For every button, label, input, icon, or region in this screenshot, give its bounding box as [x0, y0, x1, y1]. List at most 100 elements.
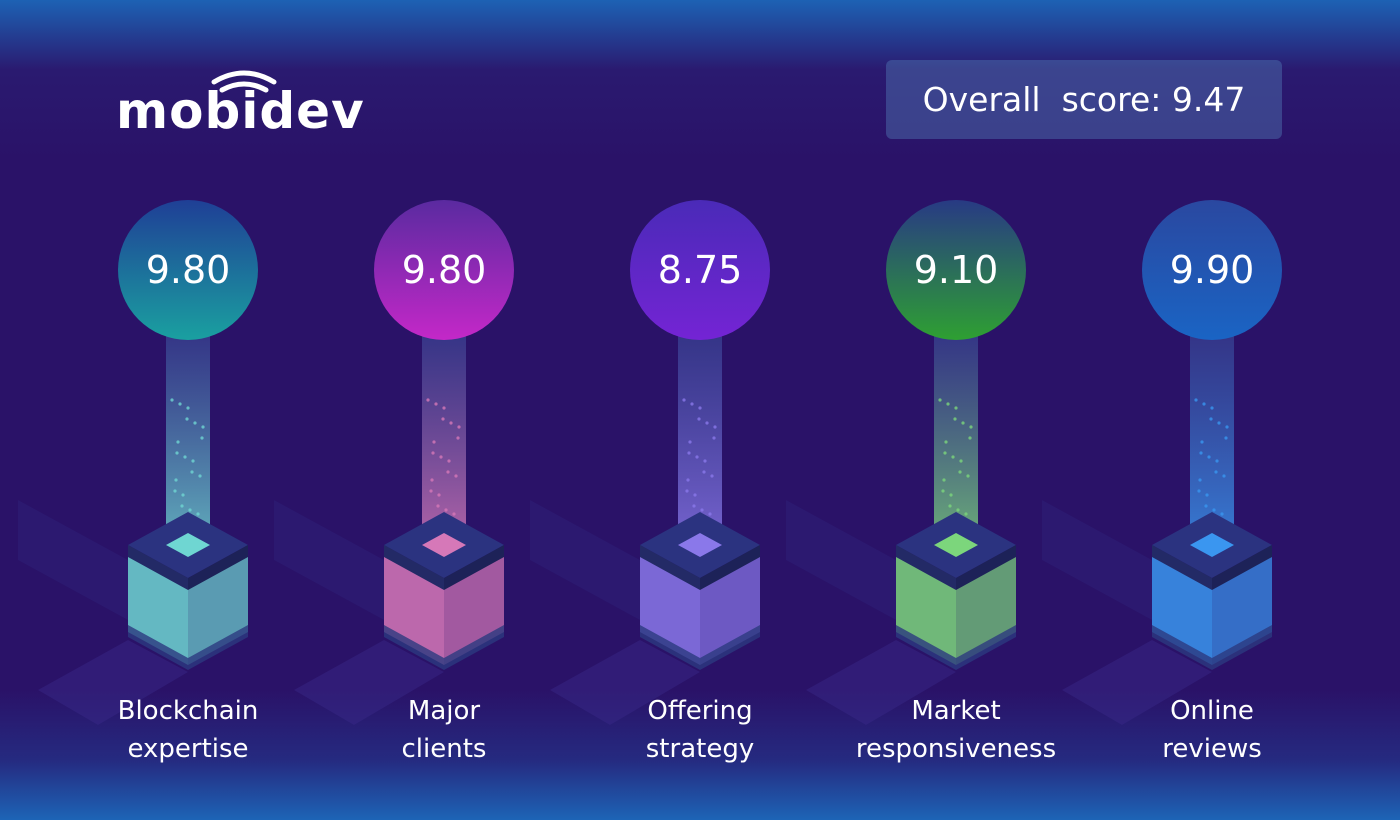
beam-particle [175, 451, 179, 455]
beam-particle [190, 470, 194, 474]
beam-particle [695, 455, 699, 459]
beam-particle [178, 402, 182, 406]
beam-particle [1194, 398, 1198, 402]
beam-particle [1199, 451, 1203, 455]
beam-particle [941, 489, 945, 493]
beam-particle [688, 440, 692, 444]
beam-particle [198, 474, 202, 478]
beam-particle [693, 493, 697, 497]
beam-particle [964, 512, 968, 516]
beam-particle [1224, 436, 1228, 440]
beam-particle [432, 440, 436, 444]
overall-score-badge: Overall score: 9.47 [886, 60, 1282, 139]
beam-particle [968, 436, 972, 440]
beam-particle [686, 478, 690, 482]
beam-particle [191, 459, 195, 463]
beam-particle [457, 425, 461, 429]
beam-particle [690, 402, 694, 406]
beam-particle [1204, 504, 1208, 508]
beam-particle [938, 398, 942, 402]
beam-particle [682, 398, 686, 402]
beam-particle [708, 512, 712, 516]
beam-particle [1210, 406, 1214, 410]
beam-particle [193, 421, 197, 425]
score-column [274, 200, 514, 725]
score-value: 9.80 [145, 248, 231, 292]
beam-particle [713, 425, 717, 429]
beam-particle [943, 451, 947, 455]
beam-particle [188, 508, 192, 512]
beam-particle [710, 474, 714, 478]
beam-particle [452, 512, 456, 516]
cube-shadow [530, 500, 640, 620]
beam-particle [956, 508, 960, 512]
category-label-line1: Offering [647, 696, 753, 726]
beam-particle [201, 425, 205, 429]
beam-particle [430, 478, 434, 482]
cube-shadow [806, 640, 956, 725]
beam-particle [447, 459, 451, 463]
beam-particle [1200, 440, 1204, 444]
score-column [1042, 200, 1282, 725]
score-circle [118, 200, 258, 340]
score-circle [886, 200, 1026, 340]
beam-particle [1225, 425, 1229, 429]
beam-particle [954, 406, 958, 410]
score-column [18, 200, 258, 725]
cube-lid-right [1212, 545, 1272, 590]
beam-particle [959, 459, 963, 463]
beam-particle [449, 421, 453, 425]
beam-particle [1217, 421, 1221, 425]
mobidev-logo: mobidev [116, 70, 365, 136]
category-label-line1: Blockchain [117, 696, 259, 726]
beam-particle [698, 406, 702, 410]
beam-particle [426, 398, 430, 402]
cube-base [384, 625, 504, 670]
beam-particle [692, 504, 696, 508]
beam-particle [700, 508, 704, 512]
cube-slot [166, 533, 210, 557]
score-value: 9.90 [1169, 248, 1255, 292]
cube-lid-left [128, 545, 188, 590]
beam-particle [429, 489, 433, 493]
category-label: Blockchain expertise [58, 692, 318, 768]
cube-slot [422, 533, 466, 557]
beam-particle [702, 470, 706, 474]
beam-particle [946, 402, 950, 406]
category-label-line1: Market [911, 696, 1001, 726]
beam-particle [454, 474, 458, 478]
cube-lid-right [700, 545, 760, 590]
score-value: 8.75 [657, 248, 743, 292]
beam-particle [712, 436, 716, 440]
beam-particle [437, 493, 441, 497]
beam-particle [961, 421, 965, 425]
score-column [530, 200, 770, 725]
svg-text:mobidev: mobidev [116, 82, 365, 136]
cube-lid-left [896, 545, 956, 590]
beam-particle [958, 470, 962, 474]
beam-particle [442, 406, 446, 410]
beam-particle [1220, 512, 1224, 516]
cube-lid-right [444, 545, 504, 590]
cube-shadow [1042, 500, 1152, 620]
cube-slot [934, 533, 978, 557]
beam-particle [180, 504, 184, 508]
beam-particle [441, 417, 445, 421]
beam-particle [1222, 474, 1226, 478]
cube-base [1152, 625, 1272, 670]
category-label-line2: strategy [645, 734, 755, 764]
beam-particle [705, 421, 709, 425]
category-label: Major clients [314, 692, 574, 768]
category-label-line2: expertise [127, 734, 249, 764]
cube-shadow [786, 500, 896, 620]
beam-particle [1209, 417, 1213, 421]
beam-particle [170, 398, 174, 402]
cube-lid-left [1152, 545, 1212, 590]
category-label-line2: responsiveness [855, 734, 1057, 764]
beam-particle [944, 440, 948, 444]
overall-score-value: 9.47 [1171, 80, 1246, 119]
beam-particle [951, 455, 955, 459]
cube-slot [678, 533, 722, 557]
beam-particle [436, 504, 440, 508]
beam-particle [1207, 455, 1211, 459]
